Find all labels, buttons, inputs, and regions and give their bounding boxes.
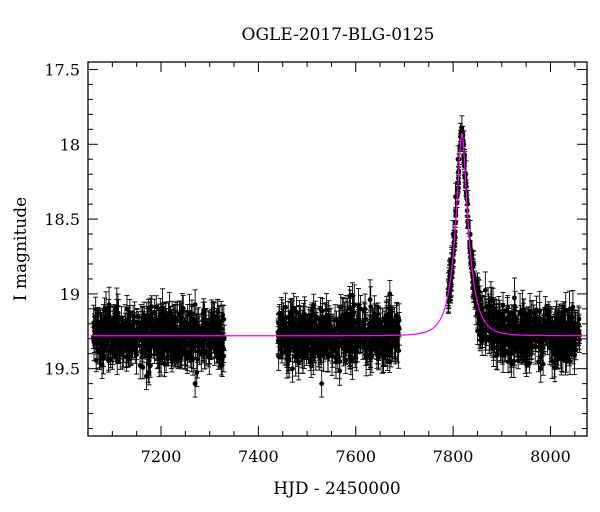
data-point — [144, 330, 150, 354]
data-point — [194, 357, 200, 388]
data-point — [202, 308, 208, 336]
x-tick-label: 7800 — [433, 447, 474, 466]
chart-title: OGLE-2017-BLG-0125 — [242, 25, 435, 45]
data-point — [169, 342, 175, 373]
y-axis-label: I magnitude — [11, 197, 31, 301]
data-point — [153, 295, 159, 319]
data-point — [147, 338, 153, 358]
y-axis-ticks: 17.5 18 18.5 19 19.5 — [44, 60, 587, 430]
data-point — [181, 330, 187, 351]
y-tick-label: 19 — [60, 285, 80, 304]
x-tick-label: 7200 — [141, 447, 182, 466]
plot-frame — [87, 61, 588, 437]
data-point — [167, 313, 173, 353]
data-points-layer — [90, 115, 583, 398]
data-point — [106, 350, 112, 371]
x-axis-ticks: 7200 7400 7600 7800 8000 — [87, 62, 576, 466]
data-point — [107, 338, 113, 365]
data-point — [206, 346, 212, 368]
x-tick-label: 8000 — [530, 447, 571, 466]
y-tick-label: 17.5 — [44, 60, 80, 79]
data-point — [319, 369, 325, 398]
x-tick-label: 7400 — [238, 447, 279, 466]
data-point — [180, 295, 186, 322]
data-point — [132, 301, 138, 343]
data-point — [112, 329, 118, 358]
data-point — [140, 355, 146, 380]
y-tick-label: 18 — [60, 135, 80, 154]
data-point — [122, 322, 128, 343]
y-tick-label: 18.5 — [44, 210, 80, 229]
y-tick-label: 19.5 — [44, 360, 80, 379]
data-point — [138, 317, 144, 349]
x-axis-label: HJD - 2450000 — [273, 479, 401, 499]
data-point — [159, 321, 165, 356]
data-point — [221, 339, 227, 373]
data-point — [192, 319, 198, 346]
data-point — [103, 329, 109, 353]
data-point — [189, 305, 195, 346]
x-tick-label: 7600 — [335, 447, 376, 466]
